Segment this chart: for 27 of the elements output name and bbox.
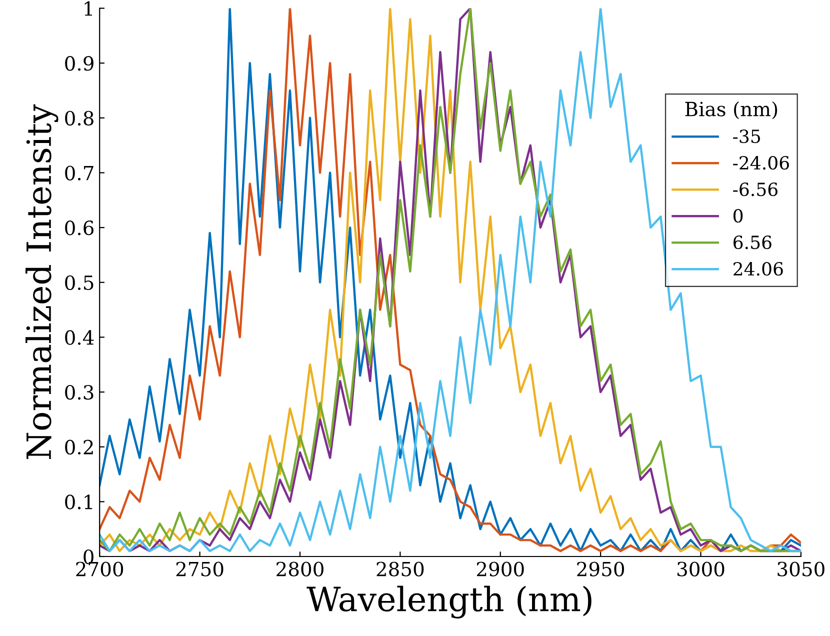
y-tick-label: 0.2	[65, 440, 93, 455]
x-tick-label: 2800	[276, 562, 324, 576]
x-tick-label: 2950	[577, 562, 624, 576]
x-tick-label: 3000	[677, 562, 724, 576]
y-tick-label: 0.9	[65, 56, 94, 71]
y-tick-label: 1	[84, 1, 92, 16]
y-tick-label: 0.7	[65, 166, 94, 180]
legend-label: -35	[733, 130, 760, 144]
y-tick-label: 0.4	[65, 330, 94, 345]
y-tick-label: 0.6	[65, 220, 94, 236]
legend-label: -24.06	[733, 156, 789, 170]
x-tick-label: 2850	[376, 562, 424, 576]
legend-label: -6.56	[733, 182, 778, 196]
y-tick-label: 0.8	[65, 110, 94, 126]
legend-title: Bias (nm)	[685, 101, 778, 120]
legend-label: 24.06	[734, 262, 783, 276]
y-tick-label: 0.5	[65, 275, 94, 290]
y-tick-label: 0.1	[65, 494, 92, 510]
legend-label: 0	[734, 209, 743, 223]
x-tick-label: 2750	[176, 562, 224, 576]
x-axis-title: Wavelength (nm)	[306, 586, 592, 618]
y-tick-label: 0.3	[65, 384, 94, 400]
legend-label: 6.56	[734, 236, 772, 250]
y-axis-title: Normalized Intensity	[26, 104, 58, 459]
x-tick-label: 2900	[476, 562, 524, 576]
line-series	[100, 8, 801, 552]
x-tick-label: 3050	[778, 562, 824, 576]
